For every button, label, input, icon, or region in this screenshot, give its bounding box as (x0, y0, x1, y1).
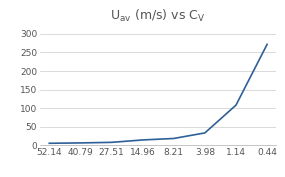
Title: U$_{\mathregular{av}}$ (m/s) vs C$_{\mathregular{V}}$: U$_{\mathregular{av}}$ (m/s) vs C$_{\mat… (111, 8, 206, 24)
